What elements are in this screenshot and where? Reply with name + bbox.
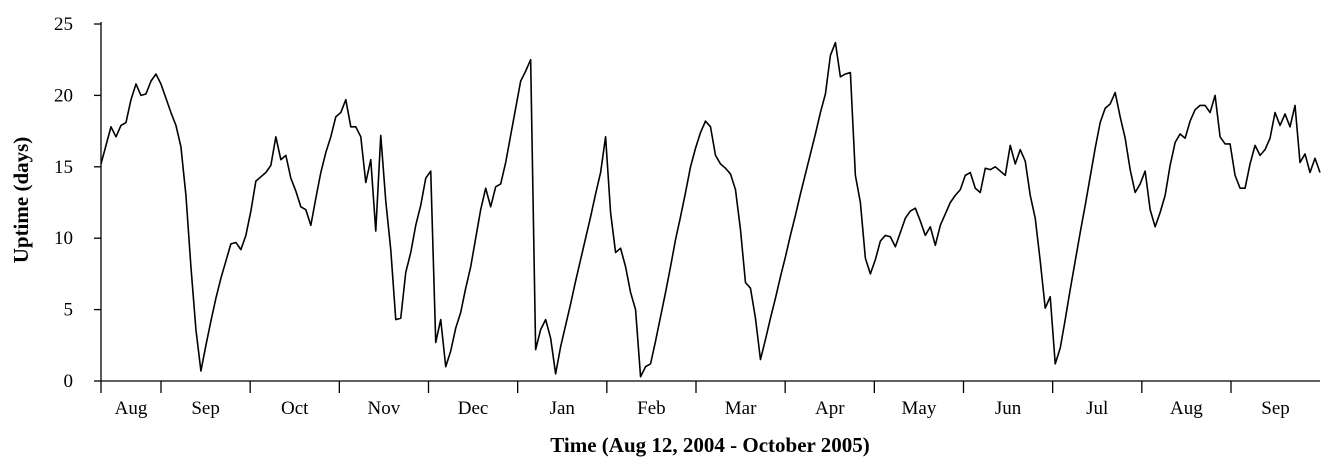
x-axis-title: Time (Aug 12, 2004 - October 2005) bbox=[550, 433, 869, 457]
x-tick-label: Aug bbox=[1170, 398, 1203, 419]
y-tick-label: 15 bbox=[54, 157, 73, 178]
x-tick-label: Feb bbox=[637, 398, 666, 419]
y-tick-label: 20 bbox=[54, 85, 73, 106]
x-tick-label: Oct bbox=[281, 398, 309, 419]
x-tick-label: Jul bbox=[1086, 398, 1108, 419]
x-tick-label: May bbox=[902, 398, 937, 419]
y-tick-label: 10 bbox=[54, 228, 73, 249]
x-tick-label: Nov bbox=[368, 398, 401, 419]
x-tick-label: Aug bbox=[115, 398, 148, 419]
x-tick-label: Dec bbox=[458, 398, 489, 419]
y-tick-label: 5 bbox=[64, 300, 74, 321]
x-tick-label: Jun bbox=[995, 398, 1022, 419]
x-tick-label: Sep bbox=[191, 398, 220, 419]
x-tick-label: Apr bbox=[815, 398, 845, 419]
x-tick-label: Jan bbox=[550, 398, 576, 419]
x-tick-label: Mar bbox=[725, 398, 757, 419]
y-tick-label: 0 bbox=[64, 371, 74, 392]
y-tick-label: 25 bbox=[54, 14, 73, 35]
data-line bbox=[100, 41, 1321, 378]
x-tick-label: Sep bbox=[1261, 398, 1290, 419]
y-axis-title: Uptime (days) bbox=[9, 137, 33, 264]
